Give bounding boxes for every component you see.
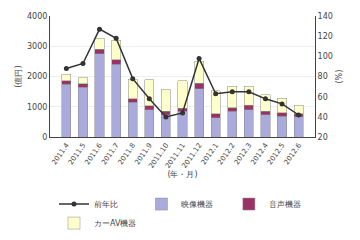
svg-text:2012.3: 2012.3 xyxy=(233,142,254,167)
svg-text:2011.6: 2011.6 xyxy=(83,141,104,166)
svg-text:(%): (%) xyxy=(335,70,344,84)
svg-text:3000: 3000 xyxy=(27,42,47,51)
svg-text:映像機器: 映像機器 xyxy=(181,200,213,209)
svg-text:1000: 1000 xyxy=(27,103,47,112)
svg-text:100: 100 xyxy=(318,52,333,61)
svg-text:2000: 2000 xyxy=(27,72,47,81)
svg-text:2012.1: 2012.1 xyxy=(200,142,221,167)
svg-text:2012.6: 2012.6 xyxy=(283,141,304,166)
svg-text:(年・月): (年・月) xyxy=(167,170,197,179)
svg-text:2011.4: 2011.4 xyxy=(50,141,71,166)
svg-text:カーAV機器: カーAV機器 xyxy=(94,219,136,228)
svg-text:2011.12: 2011.12 xyxy=(180,142,203,170)
svg-text:2011.7: 2011.7 xyxy=(100,142,121,167)
svg-text:2012.5: 2012.5 xyxy=(266,142,287,167)
svg-text:2012.2: 2012.2 xyxy=(216,142,237,167)
svg-text:80: 80 xyxy=(318,72,328,81)
svg-text:(億円): (億円) xyxy=(14,65,23,87)
svg-text:2011.10: 2011.10 xyxy=(147,142,170,170)
svg-text:140: 140 xyxy=(318,12,333,21)
svg-text:2011.11: 2011.11 xyxy=(164,142,187,170)
svg-text:2011.5: 2011.5 xyxy=(67,142,88,167)
svg-text:前年比: 前年比 xyxy=(94,200,118,209)
svg-text:2011.9: 2011.9 xyxy=(133,142,154,167)
svg-text:4000: 4000 xyxy=(27,12,47,21)
svg-text:20: 20 xyxy=(318,133,328,142)
svg-text:音声機器: 音声機器 xyxy=(269,200,301,209)
svg-text:2012.4: 2012.4 xyxy=(249,141,270,166)
svg-text:0: 0 xyxy=(42,133,47,142)
svg-text:2011.8: 2011.8 xyxy=(117,142,138,167)
svg-text:120: 120 xyxy=(318,32,333,41)
svg-text:60: 60 xyxy=(318,93,328,102)
svg-text:40: 40 xyxy=(318,113,328,122)
